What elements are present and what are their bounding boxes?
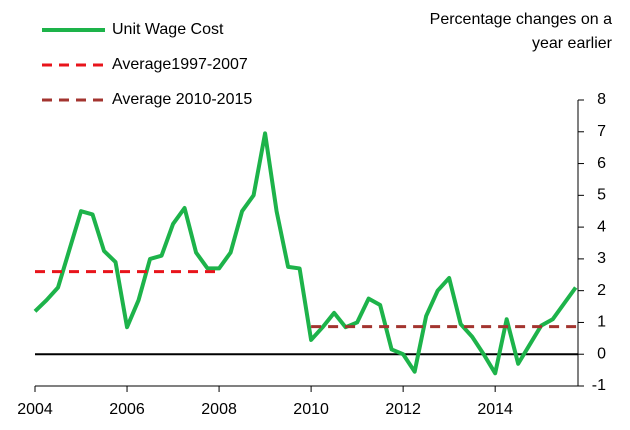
y-tick-label: 5 xyxy=(597,187,606,204)
annotation: year earlier xyxy=(532,35,613,52)
x-tick-label: 2014 xyxy=(477,401,513,418)
y-tick-label: 8 xyxy=(597,91,606,108)
y-tick-label: -1 xyxy=(592,377,606,394)
y-tick-label: 0 xyxy=(597,345,606,362)
series-line xyxy=(33,131,578,376)
legend-label: Average 2010-2015 xyxy=(112,91,252,108)
x-tick-label: 2012 xyxy=(385,401,421,418)
x-tick-label: 2010 xyxy=(293,401,329,418)
x-tick-label: 2008 xyxy=(201,401,237,418)
legend-label: Unit Wage Cost xyxy=(112,21,224,38)
y-tick-label: 6 xyxy=(597,155,606,172)
x-tick-label: 2004 xyxy=(17,401,53,418)
y-tick-label: 4 xyxy=(597,218,606,235)
y-tick-label: 1 xyxy=(597,314,606,331)
y-tick-label: 3 xyxy=(597,250,606,267)
legend-label: Average1997-2007 xyxy=(112,56,248,73)
y-tick-label: 2 xyxy=(597,282,606,299)
y-tick-label: 7 xyxy=(597,123,606,140)
x-tick-label: 2006 xyxy=(109,401,145,418)
annotation: Percentage changes on a xyxy=(430,11,612,28)
